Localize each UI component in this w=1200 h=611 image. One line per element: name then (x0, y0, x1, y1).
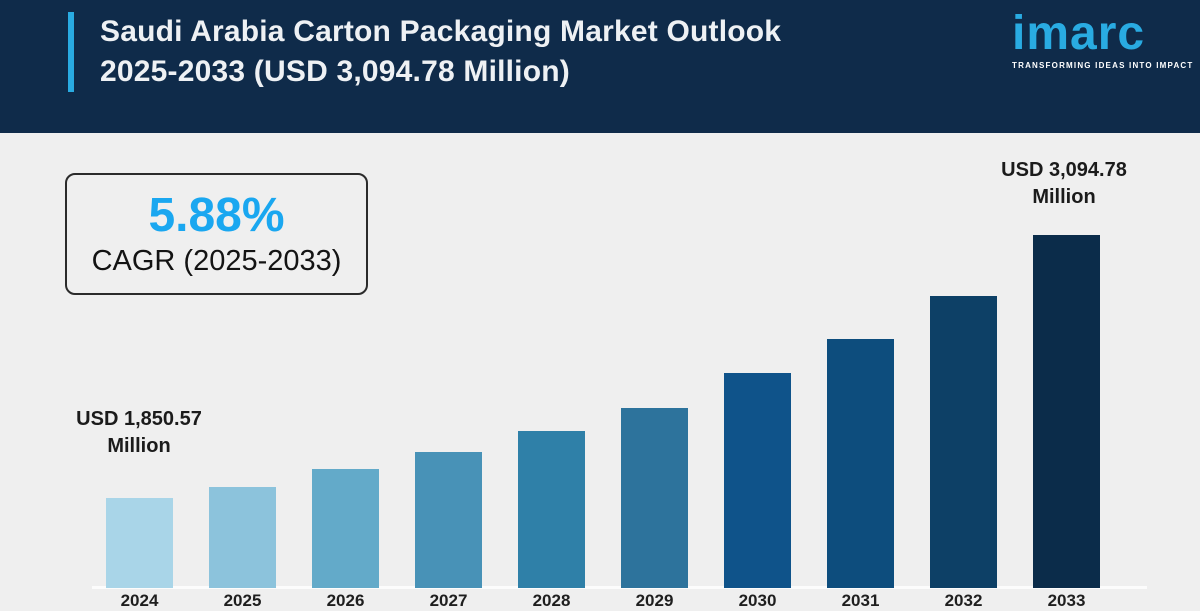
header-banner: Saudi Arabia Carton Packaging Market Out… (0, 0, 1200, 133)
imarc-logo-tagline: TRANSFORMING IDEAS INTO IMPACT (1012, 61, 1194, 70)
bar-2026 (312, 469, 379, 588)
last-bar-value-label: USD 3,094.78 Million (1001, 157, 1127, 211)
x-tick-label-2028: 2028 (532, 591, 571, 610)
cagr-value: 5.88% (148, 189, 285, 242)
x-tick-label-2027: 2027 (429, 591, 468, 610)
imarc-logo: imarc TRANSFORMING IDEAS INTO IMPACT (1012, 7, 1194, 71)
page-title-line-2: 2025-2033 (USD 3,094.78 Million) (100, 55, 570, 88)
x-axis-baseline (92, 586, 1147, 589)
first-bar-value-line-1: USD 1,850.57 (76, 408, 202, 430)
title-accent-bar (68, 12, 74, 92)
page-title: Saudi Arabia Carton Packaging Market Out… (100, 12, 781, 92)
x-tick-label-2029: 2029 (635, 591, 674, 610)
x-tick-label-2025: 2025 (223, 591, 262, 610)
first-bar-value-line-2: Million (107, 435, 171, 457)
bar-2032 (930, 296, 997, 588)
imarc-logo-wordmark: imarc (1012, 7, 1146, 60)
x-tick-label-2024: 2024 (120, 591, 159, 610)
bar-2030 (724, 373, 791, 588)
last-bar-value-line-1: USD 3,094.78 (1001, 159, 1127, 181)
x-tick-label-2031: 2031 (841, 591, 880, 610)
bar-2031 (827, 339, 894, 588)
x-tick-label-2033: 2033 (1047, 591, 1086, 610)
bar-2025 (209, 487, 276, 588)
cagr-label: CAGR (2025-2033) (91, 245, 342, 277)
page-title-line-1: Saudi Arabia Carton Packaging Market Out… (100, 15, 782, 48)
cagr-callout-box: 5.88% CAGR (2025-2033) (65, 173, 368, 295)
bar-2029 (621, 408, 688, 588)
bar-2028 (518, 431, 585, 588)
first-bar-value-label: USD 1,850.57 Million (76, 406, 202, 460)
x-tick-label-2026: 2026 (326, 591, 365, 610)
last-bar-value-line-2: Million (1032, 186, 1096, 208)
bar-2027 (415, 452, 482, 588)
x-tick-label-2030: 2030 (738, 591, 777, 610)
bar-2033 (1033, 235, 1100, 588)
x-tick-label-2032: 2032 (944, 591, 983, 610)
bar-2024 (106, 498, 173, 588)
